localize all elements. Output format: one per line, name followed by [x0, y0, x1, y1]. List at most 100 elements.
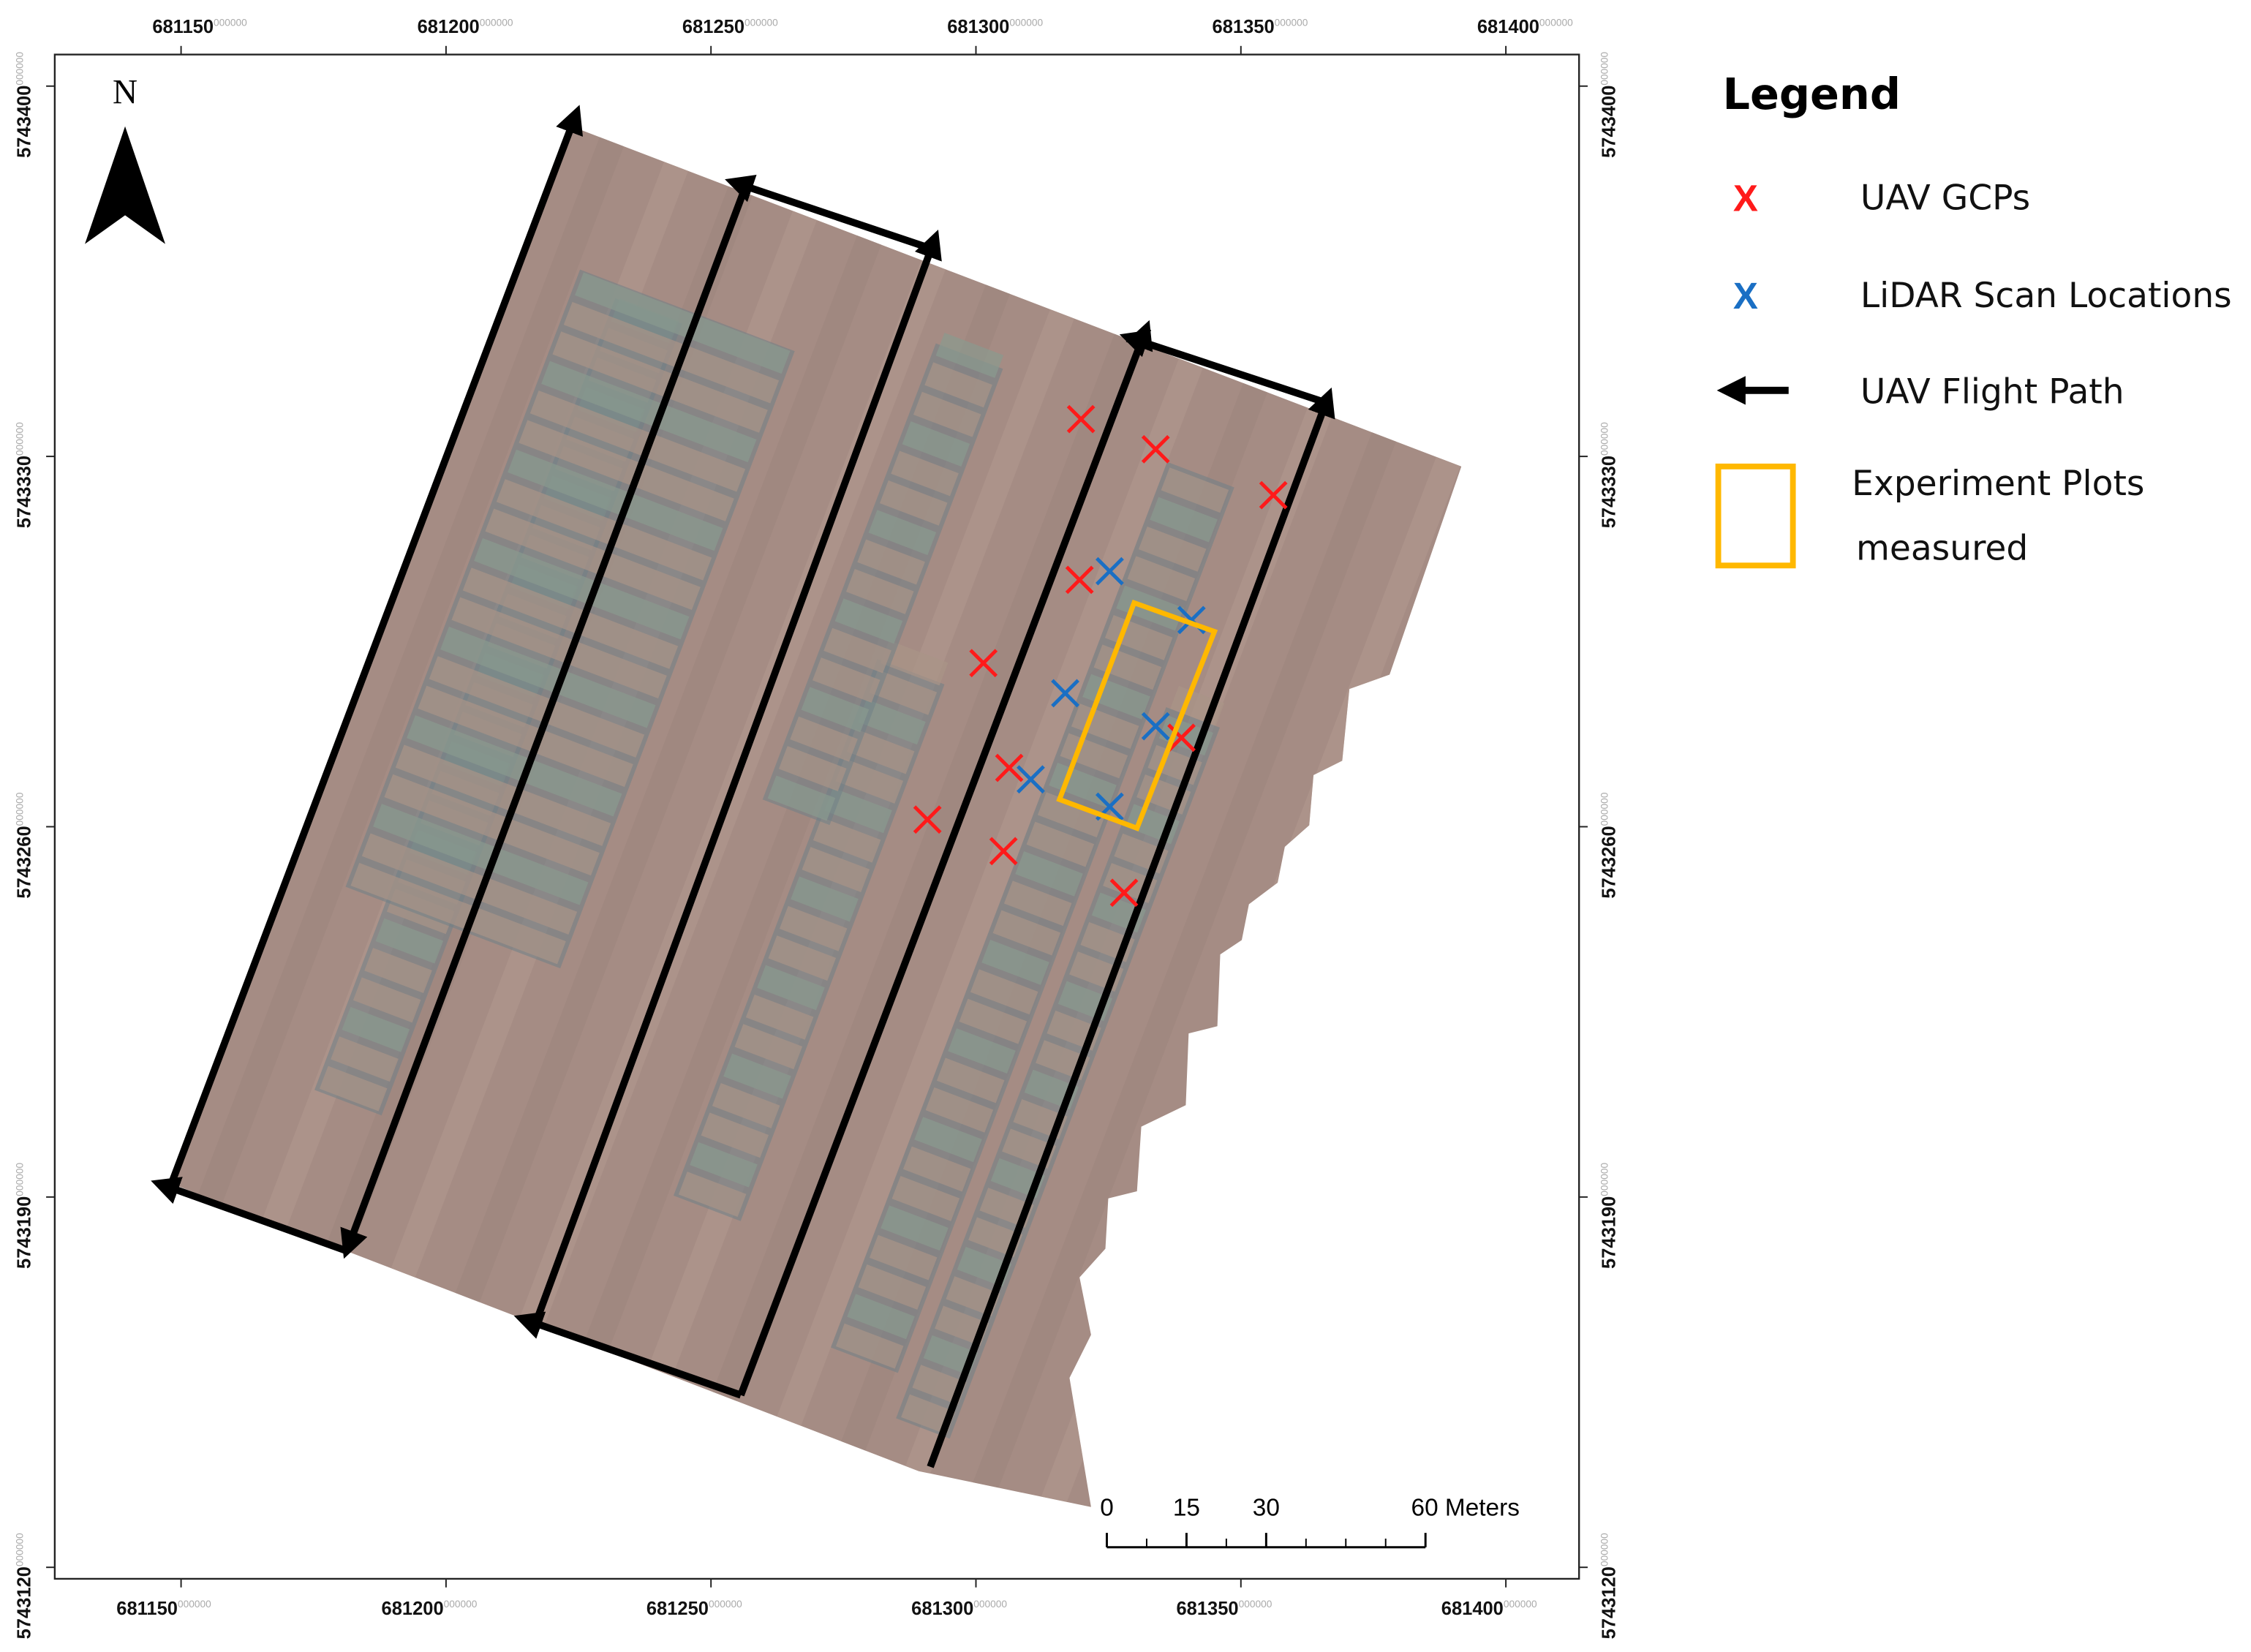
coord-value: 5743120 — [15, 1566, 35, 1639]
coord-suffix: 000000 — [1539, 17, 1573, 28]
plot — [1150, 497, 1218, 543]
plot — [847, 1294, 915, 1340]
coord-label: 5743120000000 — [1599, 1533, 1619, 1639]
plot — [474, 538, 690, 640]
plot — [879, 480, 948, 526]
experiment-plots — [1056, 599, 1218, 831]
coord-value: 681400 — [1441, 1599, 1504, 1619]
plot — [901, 1394, 956, 1435]
plot — [319, 1065, 388, 1112]
marker-x — [1017, 765, 1045, 794]
marker-x — [1141, 434, 1170, 464]
plot — [948, 1028, 1016, 1074]
marker-x — [913, 805, 942, 834]
flight-path — [737, 320, 1153, 1397]
plot — [869, 669, 938, 715]
coord-suffix: 000000 — [1504, 1599, 1537, 1610]
coord-label: 5743260000000 — [1599, 792, 1619, 898]
legend-symbol: X — [1733, 275, 1758, 317]
coord-suffix: 000000 — [1599, 1163, 1610, 1196]
coord-suffix: 000000 — [1599, 422, 1610, 456]
coord-suffix: 000000 — [444, 1599, 478, 1610]
coord-label: 681150000000 — [116, 1599, 211, 1619]
coord-label: 681300000000 — [947, 17, 1043, 37]
coord-value: 681150 — [116, 1599, 178, 1619]
coord-value: 681300 — [911, 1599, 973, 1619]
plot — [331, 1036, 399, 1082]
coord-suffix: 000000 — [709, 1599, 742, 1610]
plot — [418, 685, 633, 788]
flight-path — [725, 175, 932, 252]
coord-suffix: 000000 — [973, 1599, 1007, 1610]
field-band — [959, 391, 1411, 1507]
coord-label: 681250000000 — [682, 17, 778, 37]
coord-suffix: 000000 — [1599, 51, 1610, 85]
scale-label: 30 — [1253, 1495, 1280, 1522]
marker-x — [1066, 404, 1096, 434]
coord-value: 681350 — [1213, 17, 1275, 37]
coord-label: 5743260000000 — [15, 792, 35, 898]
plot — [959, 998, 1028, 1044]
coord-label: 681200000000 — [382, 1599, 478, 1619]
coord-suffix: 000000 — [1599, 792, 1610, 826]
plot — [552, 331, 768, 433]
coord-label: 681350000000 — [1176, 1599, 1272, 1619]
plot — [678, 1172, 747, 1217]
plot — [914, 1117, 982, 1163]
plot — [563, 301, 780, 404]
coord-suffix: 000000 — [480, 17, 513, 28]
flight-path — [151, 1177, 346, 1254]
coord-label: 681200000000 — [418, 17, 513, 37]
coord-label: 681350000000 — [1213, 17, 1308, 37]
plot — [778, 746, 847, 792]
coord-value: 5743260 — [15, 826, 35, 898]
plot — [869, 1234, 938, 1281]
plot — [745, 994, 814, 1040]
overlay — [151, 105, 1335, 1468]
legend-label: UAV Flight Path — [1860, 372, 2124, 412]
plot — [350, 862, 566, 965]
legend-label: Experiment Plots — [1852, 464, 2144, 504]
plot — [508, 449, 723, 551]
marker-x — [989, 837, 1018, 866]
plot — [575, 272, 791, 374]
plot — [835, 1323, 904, 1369]
coord-value: 5743190 — [1599, 1196, 1619, 1269]
flight-path — [1119, 329, 1325, 406]
legend-label: UAV GCPs — [1860, 178, 2030, 219]
plot — [858, 1264, 927, 1310]
coord-suffix: 000000 — [178, 1599, 211, 1610]
plot — [1003, 880, 1072, 927]
plot — [361, 833, 578, 935]
marker-x — [1109, 878, 1139, 908]
coord-value: 681250 — [646, 1599, 709, 1619]
plot — [881, 1205, 949, 1251]
plot — [485, 508, 701, 610]
plot — [935, 333, 1004, 378]
plot — [407, 715, 622, 817]
coord-value: 681200 — [418, 17, 480, 37]
plot — [1138, 526, 1207, 572]
coord-label: 5743400000000 — [15, 51, 35, 157]
coord-label: 681250000000 — [646, 1599, 742, 1619]
coord-value: 5743330 — [1599, 456, 1619, 528]
plot — [1093, 644, 1162, 690]
plot — [712, 1083, 780, 1128]
plot — [364, 948, 432, 994]
scale-label: 0 — [1100, 1495, 1114, 1522]
plot — [342, 1006, 410, 1052]
plot — [1015, 850, 1083, 897]
plot — [970, 969, 1038, 1015]
plot — [891, 450, 959, 497]
coord-suffix: 000000 — [1009, 17, 1043, 28]
plot — [395, 744, 611, 846]
plot — [824, 788, 892, 834]
plot — [1026, 821, 1095, 867]
plot — [1071, 704, 1139, 749]
plot — [373, 804, 589, 905]
plot — [880, 640, 949, 686]
plot — [812, 657, 881, 703]
plot — [757, 965, 825, 1011]
